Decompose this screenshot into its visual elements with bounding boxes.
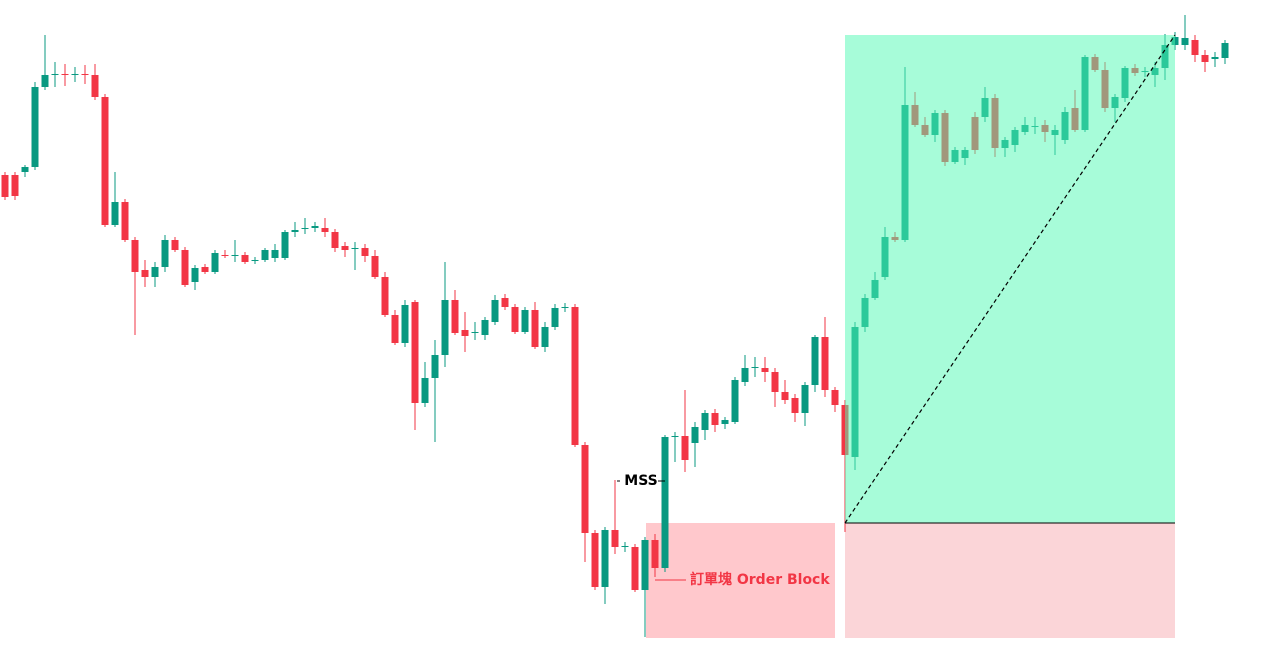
candle-body [201,267,209,272]
trend-line [844,34,1176,524]
candle-body [731,380,739,422]
candle-body [221,255,229,256]
candle-body [251,260,259,261]
candle-body [261,250,269,260]
candle-body [151,267,159,277]
candle-body [791,398,799,413]
candle-body [1211,57,1219,59]
candle-body [61,74,69,75]
candle-body [291,230,299,232]
candle-body [701,413,709,430]
candle-body [11,175,19,196]
mss-label-bg [620,471,658,491]
candle-body [531,310,539,347]
candle-body [761,368,769,372]
candle-body [831,390,839,405]
candle-body [1,175,9,197]
candle-body [571,307,579,445]
candle-body [671,436,679,437]
candle-body [331,232,339,248]
candle-body [311,226,319,228]
candle-body [521,310,529,332]
candle-body [351,248,359,249]
candle-body [121,202,129,240]
candle-body [171,240,179,250]
candle-body [431,355,439,378]
candle-body [271,250,279,258]
candle-body [281,232,289,258]
candle-body [441,300,449,355]
candle-body [581,445,589,533]
candle-body [501,298,509,307]
candle-body [31,87,39,167]
candle-body [601,530,609,587]
candle-body [161,240,169,267]
candle-body [391,315,399,343]
candle-body [131,240,139,272]
candle-body [361,248,369,256]
candle-body [71,74,79,75]
candle-body [801,385,809,413]
candle-body [591,533,599,587]
candle-body [111,202,119,225]
candle-body [621,546,629,547]
candle-body [661,437,669,568]
candle-body [421,378,429,403]
candle-body [341,246,349,250]
candle-body [21,167,29,172]
candle-body [561,307,569,308]
candle-body [491,300,499,322]
candle-body [181,250,189,285]
candle-body [451,300,459,333]
candle-body [1221,43,1229,58]
candle-body [631,547,639,590]
candle-body [41,75,49,87]
candle-body [771,372,779,392]
candle-body [241,255,249,262]
candle-body [141,270,149,277]
candle-body [541,327,549,347]
candle-body [551,308,559,327]
candle-body [681,436,689,460]
candle-body [741,368,749,382]
candle-body [781,392,789,400]
candle-body [721,420,729,424]
mss-label: MSS [624,473,657,489]
candle-body [651,540,659,568]
candle-body [611,530,619,547]
candle-body [1181,38,1189,45]
order-block-label: 訂單塊 Order Block [690,571,830,588]
candle-body [1191,40,1199,55]
candle-body [91,75,99,97]
candle-body [321,228,329,232]
candle-body [821,337,829,390]
candle-body [811,337,819,385]
candle-body [191,268,199,282]
candle-body [1201,55,1209,62]
candle-body [471,332,479,333]
candle-body [231,255,239,256]
candle-body [511,307,519,332]
candle-body [381,277,389,315]
candle-body [751,367,759,368]
candle-body [461,330,469,336]
candle-body [211,253,219,272]
candle-body [371,256,379,277]
candle-body [641,540,649,590]
candle-body [301,228,309,229]
candle-body [481,320,489,335]
candle-body [411,302,419,403]
candle-body [711,413,719,425]
candle-body [101,97,109,225]
candle-body [691,427,699,443]
candle-body [401,305,409,343]
candle-body [81,74,89,75]
candle-body [51,74,59,75]
stop-zone [845,523,1175,638]
